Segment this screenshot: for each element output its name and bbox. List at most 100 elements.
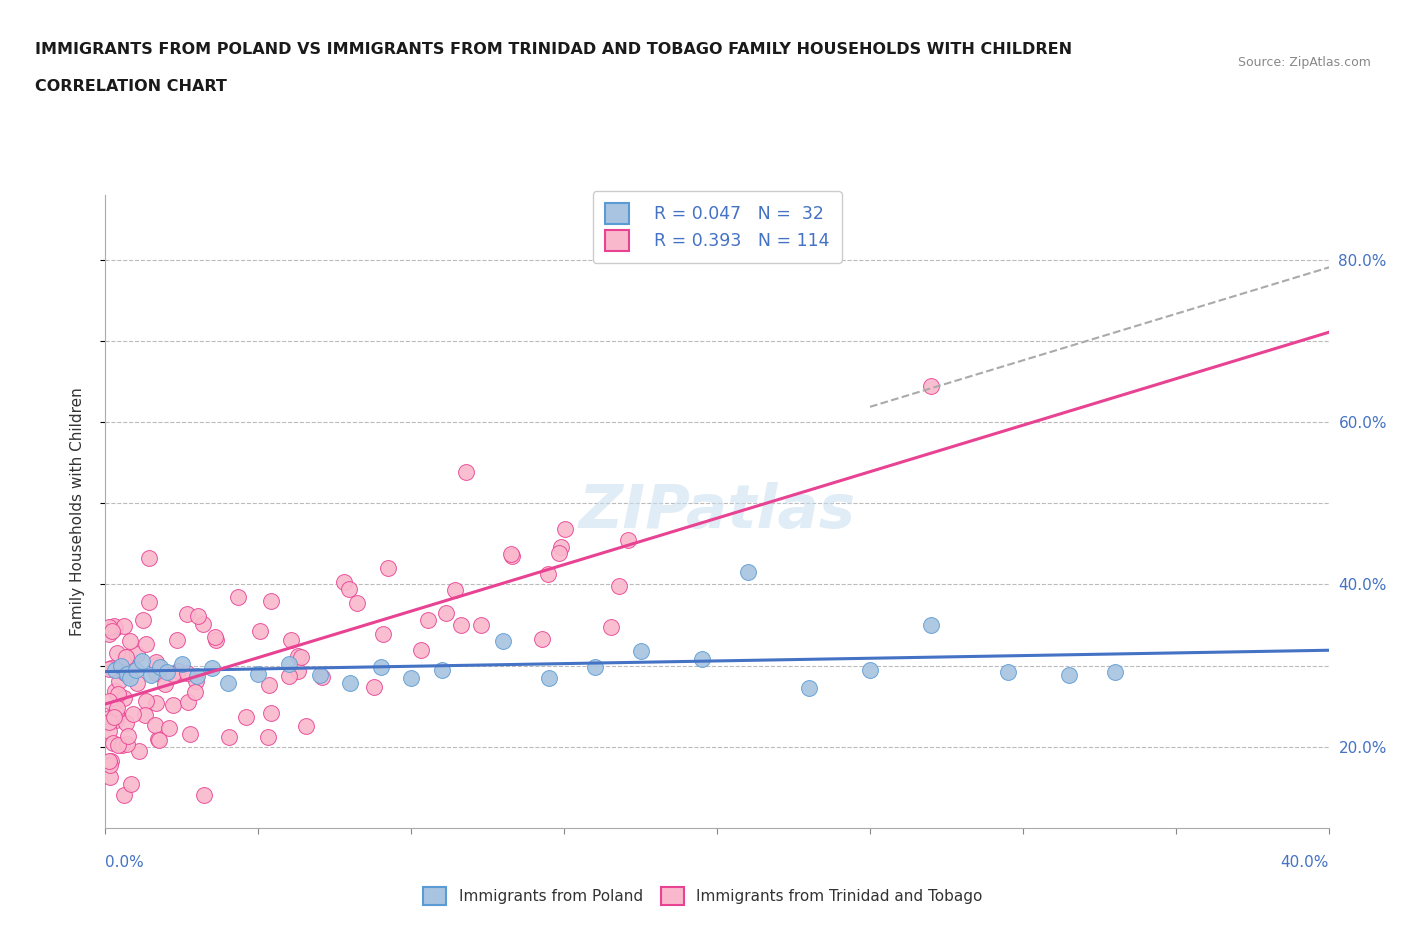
Point: [501, 546, 523, 561]
Point: [125, 662, 148, 677]
Point: [114, 666, 136, 681]
Text: CORRELATION CHART: CORRELATION CHART: [35, 79, 226, 94]
Point: [370, 659, 392, 674]
Point: [162, 698, 184, 712]
Point: [287, 664, 309, 679]
Text: Source: ZipAtlas.com: Source: ZipAtlas.com: [1237, 56, 1371, 69]
Point: [145, 696, 167, 711]
Point: [128, 743, 150, 758]
Point: [112, 788, 135, 803]
Point: [166, 632, 188, 647]
Text: ZIPatlas: ZIPatlas: [578, 482, 856, 541]
Point: [103, 710, 125, 724]
Point: [600, 619, 623, 634]
Point: [146, 658, 169, 672]
Point: [470, 618, 492, 632]
Point: [101, 623, 124, 638]
Point: [104, 706, 127, 721]
Y-axis label: Family Households with Children: Family Households with Children: [70, 387, 84, 636]
Point: [363, 680, 385, 695]
Point: [170, 657, 193, 671]
Point: [155, 665, 177, 680]
Point: [107, 673, 129, 688]
Point: [205, 632, 228, 647]
Point: [145, 666, 167, 681]
Point: [337, 581, 360, 596]
Text: 0.0%: 0.0%: [105, 855, 145, 870]
Point: [107, 737, 129, 752]
Point: [1057, 668, 1080, 683]
Point: [186, 673, 208, 688]
Point: [247, 666, 270, 681]
Point: [290, 650, 312, 665]
Point: [176, 695, 198, 710]
Point: [547, 546, 569, 561]
Point: [105, 707, 128, 722]
Point: [920, 618, 942, 632]
Point: [114, 649, 136, 664]
Point: [456, 464, 478, 479]
Point: [183, 684, 205, 699]
Point: [167, 664, 190, 679]
Point: [179, 726, 201, 741]
Point: [148, 732, 170, 747]
Point: [217, 676, 239, 691]
Point: [278, 669, 301, 684]
Point: [257, 730, 280, 745]
Point: [127, 646, 149, 661]
Point: [737, 565, 759, 579]
Point: [280, 632, 302, 647]
Point: [537, 671, 560, 685]
Point: [430, 662, 453, 677]
Point: [104, 684, 127, 698]
Point: [204, 630, 226, 644]
Point: [583, 659, 606, 674]
Point: [226, 590, 249, 604]
Text: 40.0%: 40.0%: [1281, 855, 1329, 870]
Legend: Immigrants from Poland, Immigrants from Trinidad and Tobago: Immigrants from Poland, Immigrants from …: [418, 882, 988, 911]
Point: [443, 583, 465, 598]
Point: [120, 662, 142, 677]
Point: [118, 661, 141, 676]
Point: [101, 735, 124, 750]
Point: [100, 754, 122, 769]
Point: [97, 661, 120, 676]
Point: [235, 710, 257, 724]
Point: [186, 669, 208, 684]
Point: [132, 613, 155, 628]
Point: [112, 618, 135, 633]
Point: [401, 671, 423, 685]
Point: [107, 700, 129, 715]
Point: [260, 706, 283, 721]
Point: [97, 711, 120, 725]
Point: [308, 668, 330, 683]
Point: [125, 676, 148, 691]
Point: [537, 566, 560, 581]
Point: [118, 633, 141, 648]
Point: [111, 661, 134, 676]
Point: [191, 617, 214, 631]
Point: [120, 777, 142, 791]
Point: [105, 712, 128, 727]
Point: [997, 665, 1019, 680]
Point: [434, 605, 457, 620]
Point: [201, 660, 224, 675]
Point: [218, 729, 240, 744]
Point: [550, 539, 572, 554]
Point: [103, 618, 125, 633]
Point: [339, 676, 361, 691]
Point: [450, 618, 472, 632]
Point: [149, 659, 172, 674]
Point: [377, 561, 399, 576]
Text: IMMIGRANTS FROM POLAND VS IMMIGRANTS FROM TRINIDAD AND TOBAGO FAMILY HOUSEHOLDS : IMMIGRANTS FROM POLAND VS IMMIGRANTS FRO…: [35, 42, 1073, 57]
Point: [411, 643, 433, 658]
Point: [97, 694, 120, 709]
Point: [260, 594, 283, 609]
Point: [187, 608, 209, 623]
Point: [249, 623, 271, 638]
Point: [193, 788, 215, 803]
Point: [617, 533, 640, 548]
Point: [104, 620, 127, 635]
Point: [373, 626, 395, 641]
Point: [145, 655, 167, 670]
